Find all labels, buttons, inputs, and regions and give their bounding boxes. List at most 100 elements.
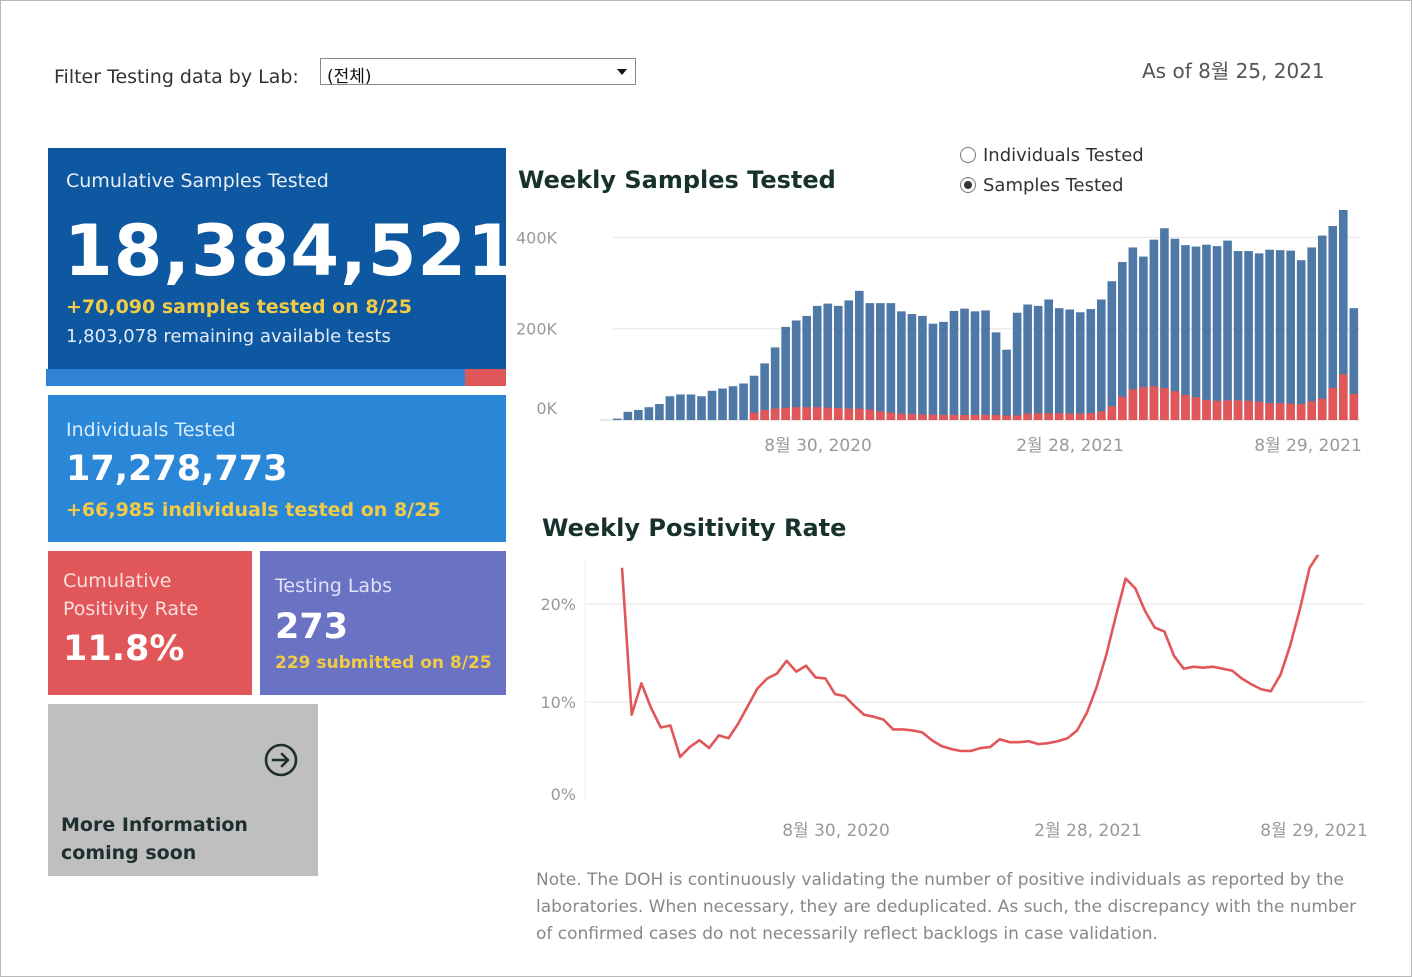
bar-samples [613, 418, 622, 420]
test-capacity-bar [46, 369, 506, 386]
bar-positive [770, 408, 780, 420]
y-tick-label: 400K [516, 228, 558, 247]
bar-positive [1096, 411, 1106, 420]
bar-samples [1096, 299, 1106, 420]
bar-positive [897, 413, 906, 420]
weekly-samples-chart: 400K 200K 0K 8월 30, 2020 2월 28, 2021 8월 29, 2… [516, 210, 1362, 456]
samples-today: +70,090 samples tested on 8/25 [66, 296, 412, 318]
bar-samples [1286, 250, 1295, 420]
bar-samples [1307, 247, 1317, 420]
radio-individuals-tested[interactable]: Individuals Tested [960, 145, 1144, 166]
bar-samples [1338, 210, 1348, 420]
bar-positive [1338, 374, 1348, 420]
bar-samples [918, 315, 927, 420]
bar-positive [1075, 413, 1085, 420]
bar-samples [655, 404, 664, 420]
y-tick-label: 0K [536, 399, 557, 418]
x-tick-label: 8월 30, 2020 [782, 821, 890, 841]
bar-positive [907, 414, 917, 420]
bar-samples [1118, 262, 1127, 420]
bar-samples [970, 311, 980, 420]
bar-positive [960, 414, 969, 420]
bar-samples [960, 308, 969, 420]
bar-samples [676, 394, 685, 420]
positivity-line [620, 555, 1320, 759]
bar-positive [1002, 415, 1011, 420]
radio-label: Individuals Tested [983, 145, 1144, 166]
bar-positive [1107, 406, 1117, 420]
bar-samples [1107, 281, 1117, 420]
bar-positive [1202, 399, 1211, 420]
more-information-card[interactable]: More Information coming soon [48, 704, 318, 876]
bar-samples [949, 310, 959, 420]
bar-samples [1012, 312, 1022, 420]
bar-positive [1296, 404, 1306, 420]
bar-positive [1317, 398, 1327, 420]
bar-samples [833, 305, 843, 420]
bar-samples [1233, 251, 1243, 420]
x-tick-label: 8월 30, 2020 [764, 436, 872, 456]
radio-button[interactable] [960, 147, 976, 163]
bar-positive [844, 408, 854, 420]
radio-samples-tested[interactable]: Samples Tested [960, 175, 1124, 196]
bar-samples [707, 390, 717, 420]
bar-positive [802, 407, 812, 420]
bar-samples [1191, 246, 1201, 420]
bar-positive [1244, 400, 1253, 420]
bar-samples [749, 375, 759, 420]
bar-samples [1275, 250, 1285, 420]
cumulative-samples-card: Cumulative Samples Tested 18,384,521 +70… [48, 148, 516, 370]
bar-samples [1033, 305, 1043, 420]
dropdown-arrow-icon[interactable] [617, 69, 627, 75]
positivity-rate-value: 11.8% [63, 629, 185, 669]
bar-samples [1202, 244, 1211, 420]
card-title: Cumulative Samples Tested [66, 170, 329, 192]
cumulative-samples-value: 18,384,521 [64, 210, 517, 292]
bar-samples [865, 303, 875, 420]
bar-samples [897, 311, 906, 420]
individuals-tested-value: 17,278,773 [66, 449, 288, 489]
bar-positive [1254, 401, 1264, 420]
bar-samples [991, 332, 1001, 420]
arrow-circle-right-icon[interactable] [264, 743, 298, 777]
bar-samples [939, 321, 948, 420]
bar-positive [1149, 386, 1159, 420]
bar-positive [833, 408, 843, 420]
bar-positive [791, 407, 801, 420]
x-tick-label: 2월 28, 2021 [1034, 821, 1142, 841]
as-of-date: As of 8월 25, 2021 [1142, 59, 1325, 83]
lab-filter-dropdown[interactable]: (전체) [320, 58, 636, 87]
bar-positive [876, 411, 885, 420]
y-tick-label: 200K [516, 320, 558, 339]
bar-positive [1065, 413, 1075, 420]
bar-samples [728, 386, 738, 420]
bar-samples [1254, 253, 1264, 420]
bar-positive [1033, 413, 1043, 420]
bar-samples [1170, 238, 1180, 420]
bar-samples [760, 363, 769, 420]
bar-samples [1023, 304, 1032, 420]
radio-button-selected[interactable] [960, 177, 976, 193]
bar-positive [1139, 387, 1148, 420]
bar-positive [1286, 403, 1295, 420]
validation-note: Note. The DOH is continuously validating… [536, 870, 1357, 944]
bar-samples [1128, 247, 1138, 420]
bar-positive [1349, 393, 1359, 420]
lab-filter-value: (전체) [327, 67, 372, 87]
bar-positive [1128, 389, 1138, 420]
bar-samples [1349, 308, 1359, 420]
bar-positive [760, 409, 769, 420]
bar-samples [876, 303, 885, 420]
bar-positive [939, 414, 948, 420]
bar-samples [1317, 235, 1327, 420]
bar-samples [886, 303, 896, 420]
bar-positive [1023, 413, 1032, 420]
bar-samples [739, 383, 748, 420]
bar-samples [1054, 308, 1064, 420]
bar-positive [1328, 388, 1338, 420]
card-title: Testing Labs [275, 575, 393, 597]
bar-samples [1075, 312, 1085, 420]
bar-positive [781, 407, 790, 420]
bar-samples [686, 394, 696, 420]
bar-positive [1275, 403, 1285, 420]
